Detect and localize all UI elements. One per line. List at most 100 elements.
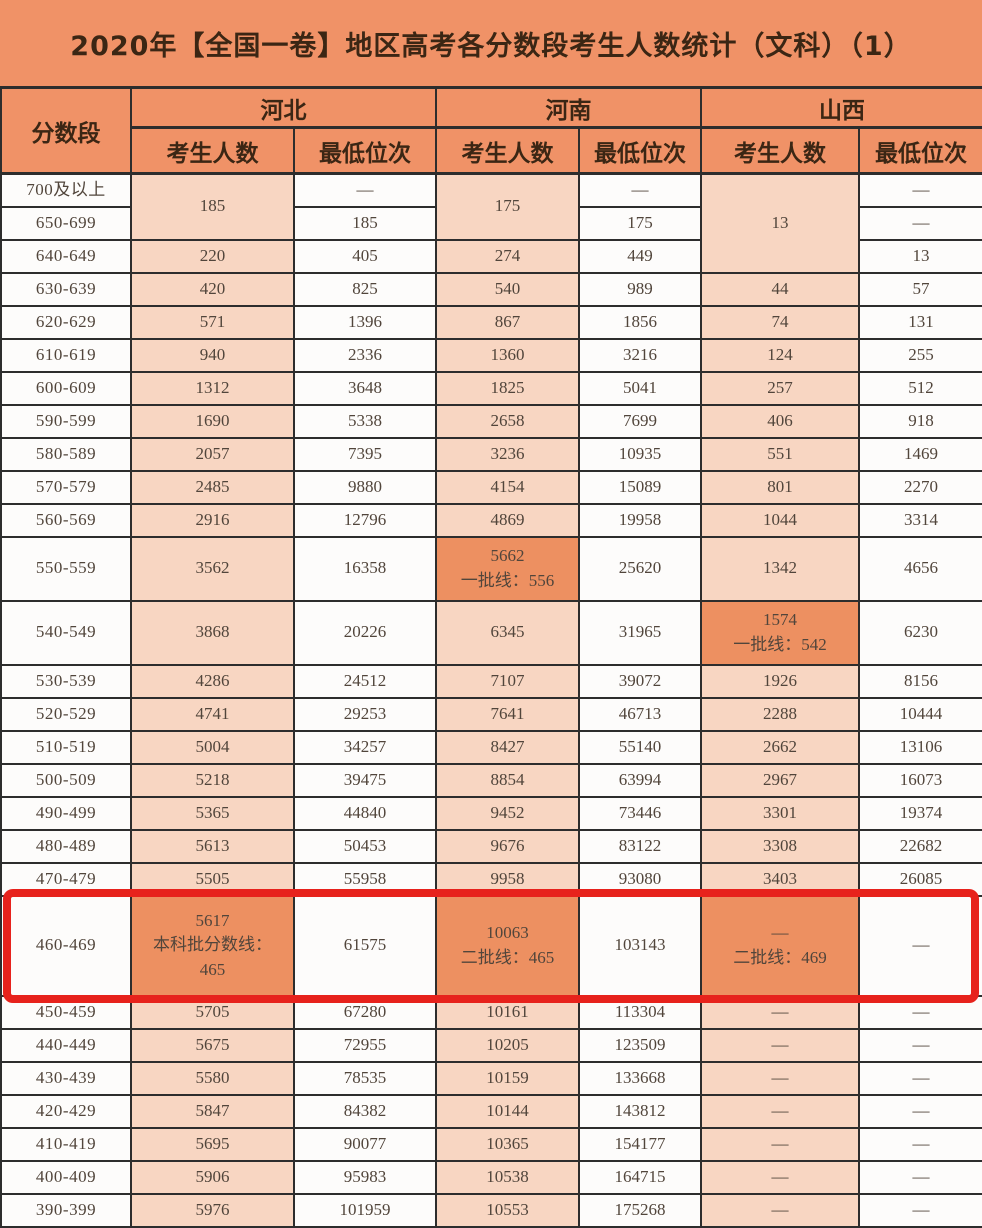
shanxi-count-cell: 13 — [700, 172, 860, 274]
henan-count-cell: 10159 — [435, 1060, 580, 1096]
shanxi-rank-cell: 131 — [858, 304, 982, 340]
hebei-count-cell: 2057 — [130, 436, 295, 472]
hebei-count-cell: 4741 — [130, 696, 295, 732]
henan-count-cell: 1825 — [435, 370, 580, 406]
henan-count-cell: 3236 — [435, 436, 580, 472]
table-row: 640-649 220 405 274 449 13 — [0, 238, 982, 274]
henan-count-cell: 8427 — [435, 729, 580, 765]
header-province-row: 分数段 河北 河南 山西 — [0, 86, 982, 175]
table-row: 420-429 5847 84382 10144 143812— — — [0, 1093, 982, 1129]
table-row: 560-569 2916 12796 4869 19958 1044 3314 — [0, 502, 982, 538]
shanxi-rank-cell: 10444 — [858, 696, 982, 732]
hebei-count-cell: 5004 — [130, 729, 295, 765]
shanxi-rank-cell: 2270 — [858, 469, 982, 505]
score-band-cell: 540-549 — [0, 599, 132, 666]
score-band-cell: 650-699 — [0, 205, 132, 241]
henan-count-cell: 7107 — [435, 663, 580, 699]
hebei-count-cell: 4286 — [130, 663, 295, 699]
table-row: 520-529 4741 29253 7641 46713 2288 10444 — [0, 696, 982, 732]
shanxi-rank-cell: 512 — [858, 370, 982, 406]
shanxi-count-cell: 124 — [700, 337, 860, 373]
shanxi-count-cell: 1342 — [700, 535, 860, 602]
henan-count-cell: 6345 — [435, 599, 580, 666]
score-band-cell: 550-559 — [0, 535, 132, 602]
shanxi-rank-cell: 1469 — [858, 436, 982, 472]
hebei-count-cell: 3562 — [130, 535, 295, 602]
shanxi-count-cell: — — [700, 994, 860, 1030]
hebei-rank-cell: 29253 — [293, 696, 437, 732]
shanxi-count-cell: — — [700, 1027, 860, 1063]
shanxi-rank-cell: — — [858, 1093, 982, 1129]
table-header: 分数段 河北 河南 山西 考生人数 最低位次 考生人数 最低位次 考生人数 最低… — [0, 86, 982, 175]
shanxi-count-cell: 3301 — [700, 795, 860, 831]
score-band-cell: 610-619 — [0, 337, 132, 373]
henan-rank-cell: 39072 — [578, 663, 702, 699]
table-row: 650-699 185 175 — — [0, 205, 982, 241]
hebei-count-cell: 940 — [130, 337, 295, 373]
henan-count-cell: 4869 — [435, 502, 580, 538]
header-province-hebei: 河北 — [130, 86, 437, 129]
score-band-cell: 530-539 — [0, 663, 132, 699]
score-band-cell: 500-509 — [0, 762, 132, 798]
henan-count-cell: 175 — [435, 172, 580, 241]
henan-rank-cell: 175 — [578, 205, 702, 241]
table-row: 570-579 2485 9880 4154 15089 801 2270 — [0, 469, 982, 505]
shanxi-rank-cell: 6230 — [858, 599, 982, 666]
header-sub-row: 考生人数 最低位次 考生人数 最低位次 考生人数 最低位次 — [1, 126, 982, 175]
henan-count-cell: 10144 — [435, 1093, 580, 1129]
score-band-cell: 580-589 — [0, 436, 132, 472]
henan-count-cell: 10553 — [435, 1192, 580, 1228]
table-row: 590-599 1690 5338 2658 7699 406 918 — [0, 403, 982, 439]
hebei-count-cell: 5705 — [130, 994, 295, 1030]
hebei-count-cell: 5906 — [130, 1159, 295, 1195]
shanxi-rank-cell: 918 — [858, 403, 982, 439]
shanxi-rank-cell: 8156 — [858, 663, 982, 699]
page-title: 2020年【全国一卷】地区高考各分数段考生人数统计（文科）（1） — [70, 30, 912, 62]
hebei-count-cell: 5505 — [130, 861, 295, 897]
hebei-rank-cell: 825 — [293, 271, 437, 307]
score-band-cell: 630-639 — [0, 271, 132, 307]
table-row: 540-549 3868 20226 6345 31965 1574 一批线：542 623… — [0, 599, 982, 666]
table-row: 500-509 5218 39475 8854 63994 2967 16073 — [0, 762, 982, 798]
shanxi-count-cell: 2288 — [700, 696, 860, 732]
hebei-rank-cell: 95983 — [293, 1159, 437, 1195]
hebei-rank-cell: 9880 — [293, 469, 437, 505]
hebei-count-cell: 5976 — [130, 1192, 295, 1228]
hebei-count-cell: 5580 — [130, 1060, 295, 1096]
score-band-cell: 480-489 — [0, 828, 132, 864]
score-band-cell: 510-519 — [0, 729, 132, 765]
hebei-rank-cell: 3648 — [293, 370, 437, 406]
henan-rank-cell: 93080 — [578, 861, 702, 897]
hebei-count-cell: 5675 — [130, 1027, 295, 1063]
hebei-rank-cell: 72955 — [293, 1027, 437, 1063]
henan-rank-cell: 113304 — [578, 994, 702, 1030]
hebei-rank-cell: 7395 — [293, 436, 437, 472]
score-band-cell: 410-419 — [0, 1126, 132, 1162]
hebei-count-cell: 2916 — [130, 502, 295, 538]
shanxi-count-cell: — — [700, 1093, 860, 1129]
hebei-count-cell: 220 — [130, 238, 295, 274]
shanxi-count-cell: — — [700, 1060, 860, 1096]
hebei-count-cell: 185 — [130, 172, 295, 241]
score-band-cell: 450-459 — [0, 994, 132, 1030]
shanxi-count-cell: 801 — [700, 469, 860, 505]
hebei-rank-cell: 2336 — [293, 337, 437, 373]
henan-rank-cell: 123509 — [578, 1027, 702, 1063]
hebei-rank-cell: 185 — [293, 205, 437, 241]
table-row: 510-519 5004 34257 8427 55140 2662 13106 — [0, 729, 982, 765]
shanxi-rank-cell: 22682 — [858, 828, 982, 864]
hebei-count-cell: 5218 — [130, 762, 295, 798]
hebei-rank-cell: 39475 — [293, 762, 437, 798]
henan-rank-cell: 73446 — [578, 795, 702, 831]
shanxi-count-cell: — — [700, 1126, 860, 1162]
header-shanxi-count: 考生人数 — [700, 126, 860, 175]
table-row: 700及以上 185—175—13— — [0, 172, 982, 274]
henan-rank-cell: 133668 — [578, 1060, 702, 1096]
hebei-count-cell: 420 — [130, 271, 295, 307]
header-province-henan: 河南 — [435, 86, 702, 129]
header-province-shanxi: 山西 — [700, 86, 982, 129]
hebei-rank-cell: 1396 — [293, 304, 437, 340]
shanxi-count-cell: 3308 — [700, 828, 860, 864]
hebei-rank-cell: 12796 — [293, 502, 437, 538]
henan-count-cell: 5662 一批线：556 — [435, 535, 580, 602]
